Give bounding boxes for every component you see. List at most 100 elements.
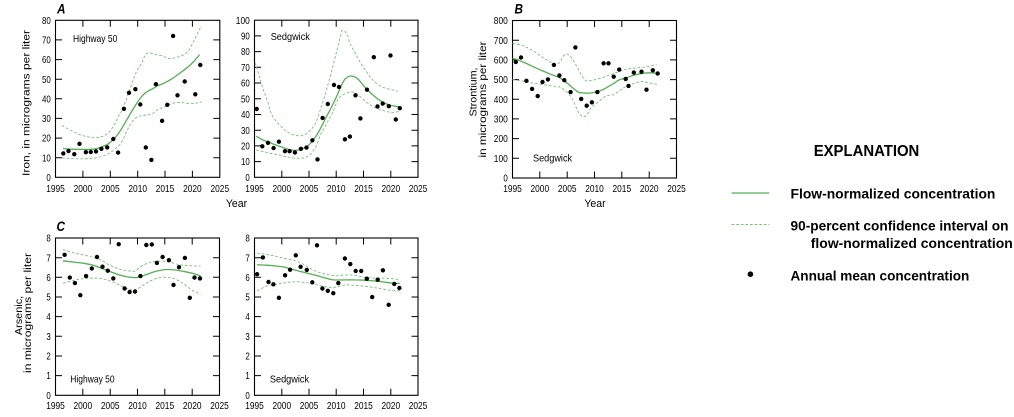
svg-text:500: 500 <box>494 74 508 86</box>
svg-text:20: 20 <box>42 133 51 145</box>
svg-text:60: 60 <box>241 78 250 90</box>
svg-text:2015: 2015 <box>354 400 373 412</box>
svg-text:1: 1 <box>46 370 51 382</box>
svg-text:8: 8 <box>245 233 250 245</box>
svg-text:Sedgwick: Sedgwick <box>271 31 311 43</box>
svg-text:2010: 2010 <box>327 400 346 412</box>
svg-text:2025: 2025 <box>409 183 428 195</box>
svg-text:6: 6 <box>46 272 51 284</box>
svg-text:2: 2 <box>46 351 51 363</box>
svg-text:Flow-normalized concentration: Flow-normalized concentration <box>791 185 996 201</box>
svg-text:30: 30 <box>42 113 51 125</box>
svg-text:7: 7 <box>46 252 51 264</box>
svg-text:8: 8 <box>46 233 51 245</box>
svg-text:5: 5 <box>46 292 51 304</box>
svg-text:2005: 2005 <box>101 183 120 195</box>
svg-text:Year: Year <box>226 198 248 210</box>
svg-text:2005: 2005 <box>558 183 577 195</box>
svg-text:Iron, in micrograms per liter: Iron, in micrograms per liter <box>21 29 33 176</box>
svg-text:4: 4 <box>46 311 51 323</box>
svg-text:Arsenic,: Arsenic, <box>13 296 25 335</box>
svg-text:0: 0 <box>46 172 51 184</box>
svg-text:Sedgwick: Sedgwick <box>533 152 573 164</box>
svg-text:flow-normalized concentration: flow-normalized concentration <box>811 235 1013 251</box>
svg-text:30: 30 <box>241 125 250 137</box>
svg-text:1995: 1995 <box>245 183 264 195</box>
svg-text:0: 0 <box>503 173 508 185</box>
svg-text:20: 20 <box>241 141 250 153</box>
svg-text:2005: 2005 <box>300 400 319 412</box>
svg-text:2: 2 <box>245 351 250 363</box>
svg-text:6: 6 <box>245 272 250 284</box>
svg-text:4: 4 <box>245 311 250 323</box>
svg-text:800: 800 <box>494 15 508 27</box>
svg-text:C: C <box>57 218 66 234</box>
svg-text:90-percent confidence interval: 90-percent confidence interval on <box>791 217 1009 233</box>
svg-text:in micrograms per liter: in micrograms per liter <box>22 252 34 373</box>
svg-text:2025: 2025 <box>667 183 686 195</box>
svg-text:50: 50 <box>42 74 51 86</box>
svg-text:Year: Year <box>584 198 606 210</box>
svg-text:2005: 2005 <box>101 400 120 412</box>
svg-text:2010: 2010 <box>128 400 147 412</box>
svg-text:2015: 2015 <box>354 183 373 195</box>
svg-text:100: 100 <box>236 15 250 27</box>
svg-text:2025: 2025 <box>409 400 428 412</box>
svg-text:300: 300 <box>494 114 508 126</box>
svg-text:A: A <box>56 1 65 17</box>
svg-text:70: 70 <box>241 62 250 74</box>
svg-text:400: 400 <box>494 94 508 106</box>
svg-text:Annual mean concentration: Annual mean concentration <box>791 267 970 283</box>
svg-text:2015: 2015 <box>156 400 175 412</box>
svg-text:1: 1 <box>245 370 250 382</box>
svg-text:70: 70 <box>42 35 51 47</box>
svg-text:2015: 2015 <box>613 183 632 195</box>
svg-text:2020: 2020 <box>183 400 202 412</box>
svg-text:2020: 2020 <box>183 183 202 195</box>
svg-text:2020: 2020 <box>382 400 401 412</box>
svg-text:in micrograms per liter: in micrograms per liter <box>477 41 489 158</box>
svg-text:2010: 2010 <box>585 183 604 195</box>
svg-text:3: 3 <box>245 331 250 343</box>
svg-text:2000: 2000 <box>74 400 93 412</box>
svg-text:50: 50 <box>241 93 250 105</box>
svg-text:200: 200 <box>494 133 508 145</box>
svg-text:2010: 2010 <box>128 183 147 195</box>
svg-text:2025: 2025 <box>211 183 230 195</box>
svg-text:1995: 1995 <box>46 400 65 412</box>
svg-text:Highway 50: Highway 50 <box>70 374 114 386</box>
svg-text:2000: 2000 <box>273 400 292 412</box>
svg-text:700: 700 <box>494 35 508 47</box>
svg-text:1995: 1995 <box>245 400 264 412</box>
svg-text:2000: 2000 <box>531 183 550 195</box>
svg-text:10: 10 <box>241 156 250 168</box>
svg-text:Sedgwick: Sedgwick <box>270 374 310 386</box>
svg-text:3: 3 <box>46 331 51 343</box>
svg-text:1995: 1995 <box>503 183 522 195</box>
svg-text:2000: 2000 <box>273 183 292 195</box>
svg-text:0: 0 <box>46 390 51 402</box>
svg-text:7: 7 <box>245 252 250 264</box>
svg-text:2020: 2020 <box>382 183 401 195</box>
svg-text:B: B <box>515 1 524 17</box>
svg-text:60: 60 <box>42 54 51 66</box>
svg-text:EXPLANATION: EXPLANATION <box>814 143 920 160</box>
svg-text:40: 40 <box>241 109 250 121</box>
svg-text:80: 80 <box>42 15 51 27</box>
svg-text:2005: 2005 <box>300 183 319 195</box>
svg-text:Strontium,: Strontium, <box>467 68 479 117</box>
svg-text:40: 40 <box>42 93 51 105</box>
svg-text:2000: 2000 <box>74 183 93 195</box>
svg-text:2010: 2010 <box>327 183 346 195</box>
svg-text:600: 600 <box>494 55 508 67</box>
svg-text:2020: 2020 <box>640 183 659 195</box>
svg-text:2015: 2015 <box>156 183 175 195</box>
svg-text:1995: 1995 <box>46 183 65 195</box>
svg-text:80: 80 <box>241 46 250 58</box>
svg-text:5: 5 <box>245 292 250 304</box>
svg-text:10: 10 <box>42 152 51 164</box>
svg-text:0: 0 <box>245 172 250 184</box>
svg-text:0: 0 <box>245 390 250 402</box>
svg-text:Highway 50: Highway 50 <box>73 33 117 45</box>
svg-text:90: 90 <box>241 31 250 43</box>
